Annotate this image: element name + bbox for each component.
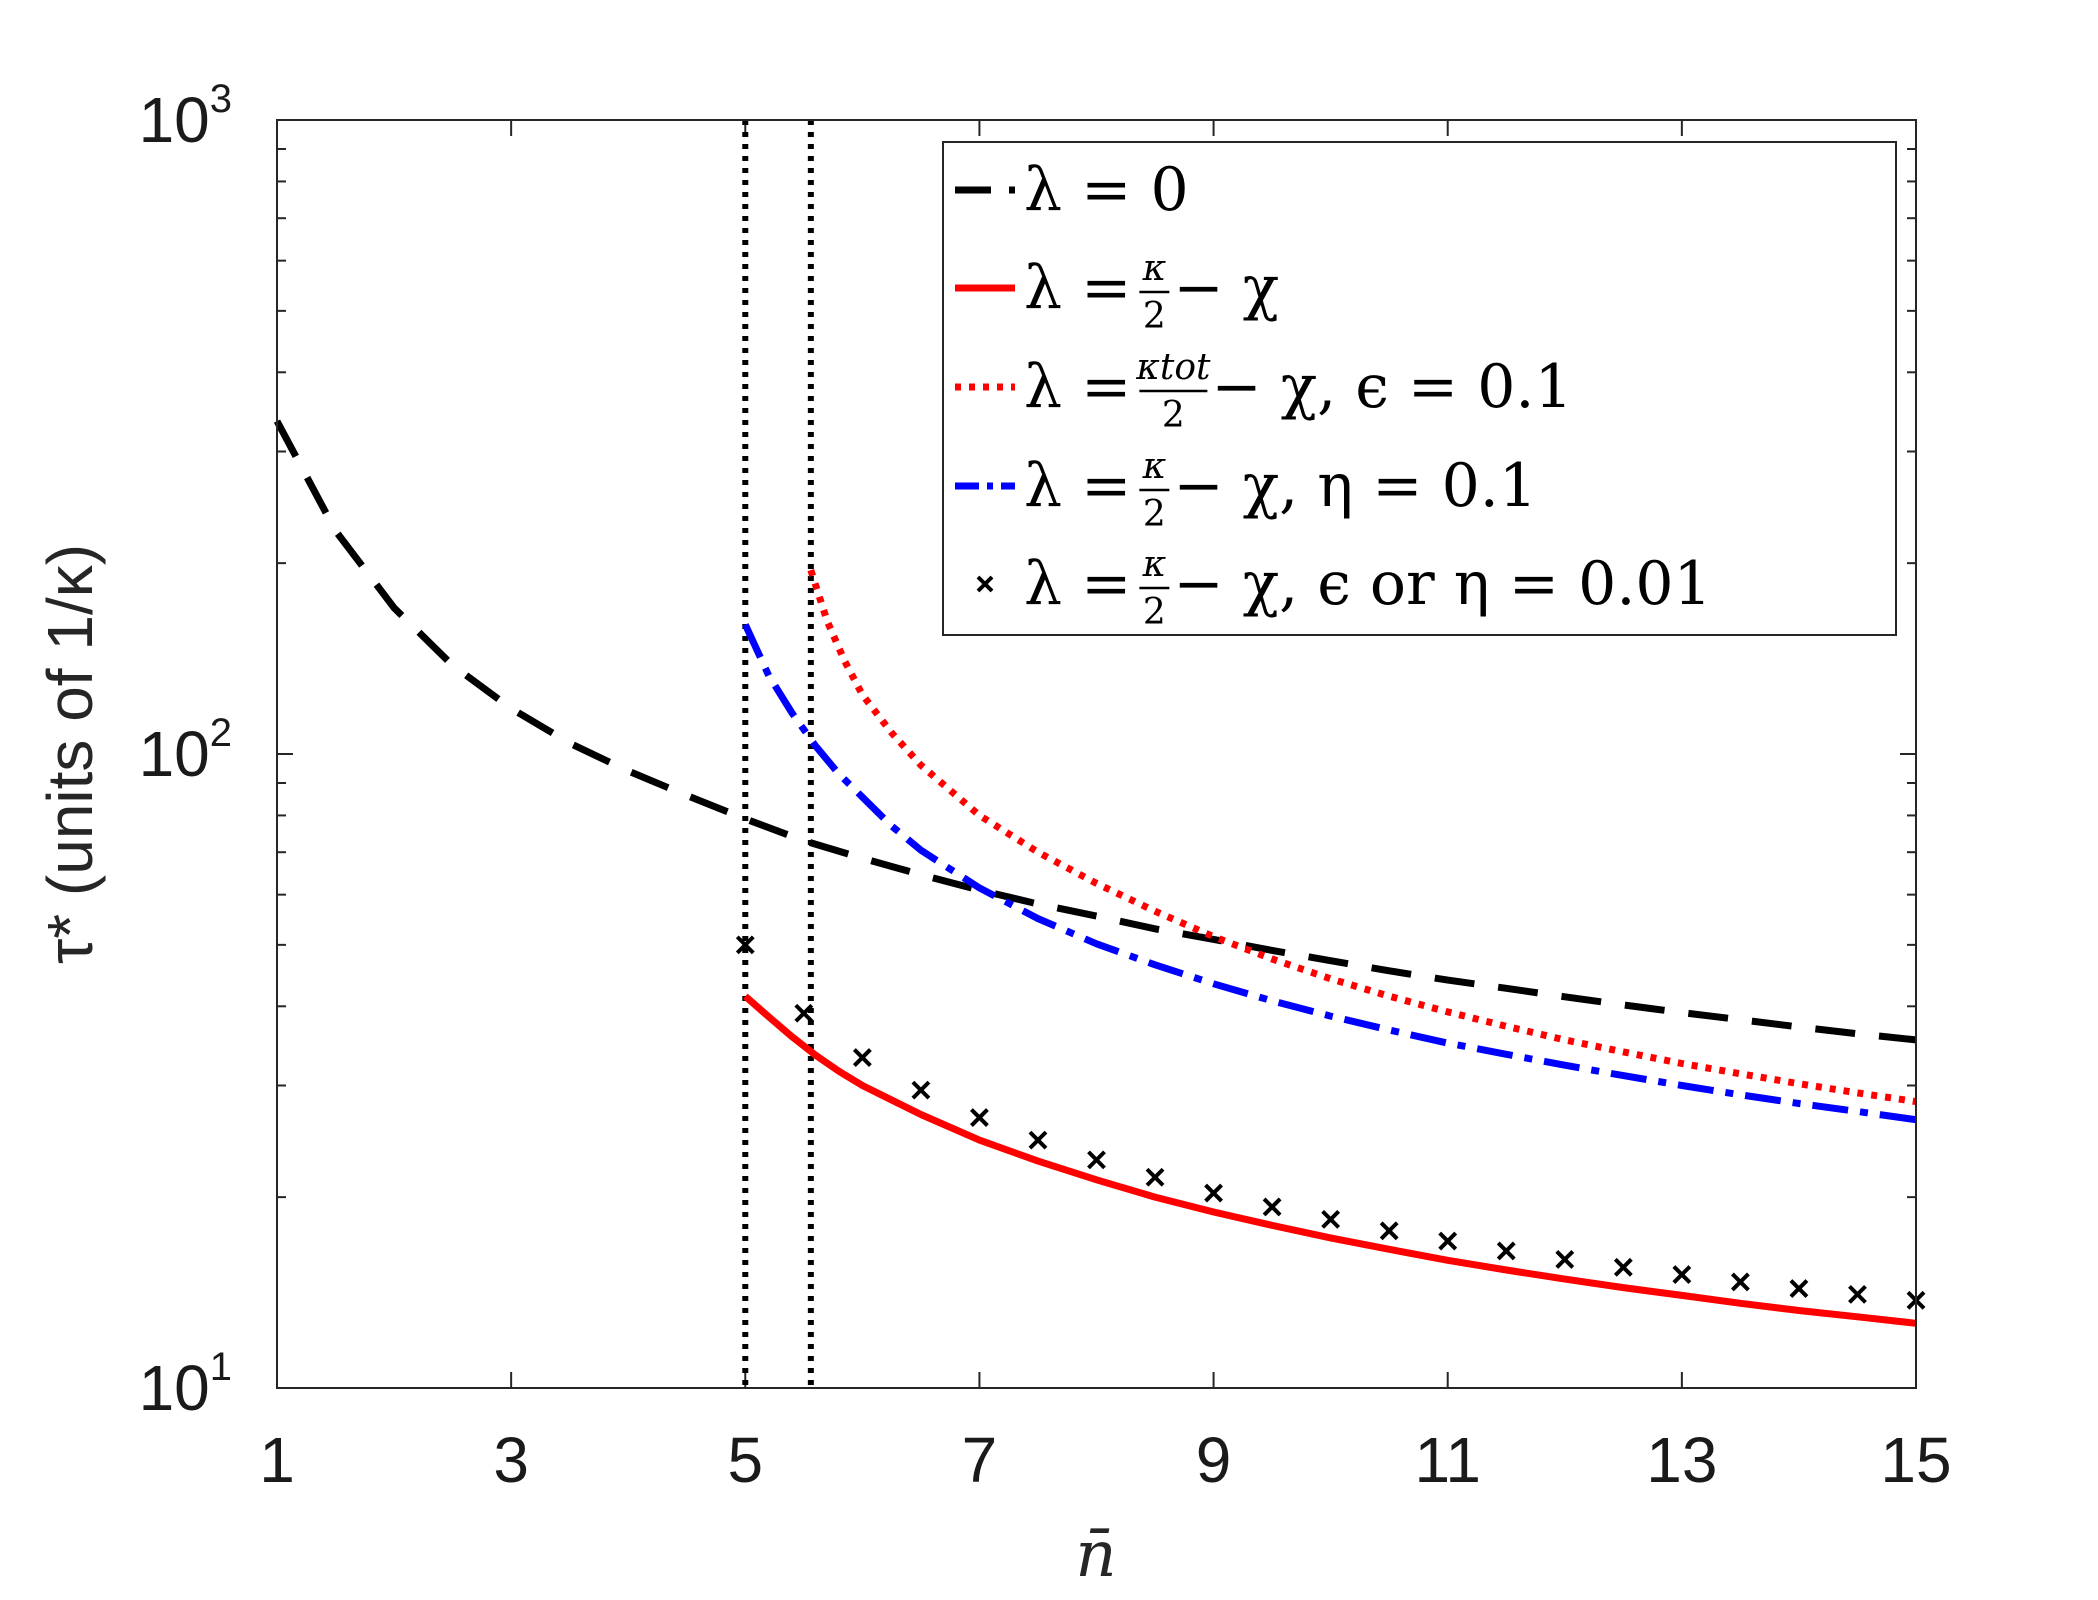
data-marker-x: [1087, 1150, 1106, 1170]
legend-label: λ =: [1024, 549, 1131, 619]
data-marker-x: [1379, 1221, 1399, 1241]
legend-item: λ = κ 2 − χ, ϵ or η = 0.01: [976, 544, 1712, 633]
legend-item: λ = κtot 2 − χ, ϵ = 0.1: [955, 347, 1573, 436]
data-marker-x: [1730, 1272, 1750, 1292]
data-marker-x: [1204, 1183, 1223, 1203]
data-marker-x: [1672, 1265, 1692, 1284]
marker-stroke: [1379, 1221, 1399, 1241]
legend-frac-denominator: 2: [1143, 296, 1166, 337]
legend-item: λ = κ 2 − χ, η = 0.1: [955, 446, 1537, 535]
marker-stroke: [794, 1003, 814, 1023]
legend-tail: − χ, ϵ = 0.1: [1211, 352, 1572, 422]
marker-stroke: [1145, 1167, 1165, 1187]
marker-stroke: [1848, 1284, 1867, 1304]
x-tick-label: 13: [1646, 1424, 1717, 1496]
legend-frac-denominator: 2: [1143, 494, 1166, 535]
series-group: [273, 419, 1926, 1327]
data-marker-x: [1438, 1231, 1458, 1251]
y-tick-exponent: 2: [210, 711, 232, 755]
data-marker-x: [1613, 1257, 1633, 1277]
marker-stroke: [1555, 1250, 1575, 1269]
x-tick-label: 11: [1414, 1424, 1480, 1496]
data-marker-x: [794, 1003, 814, 1023]
x-tick-label: 15: [1880, 1424, 1951, 1496]
marker-stroke: [1789, 1279, 1809, 1298]
x-tick-label: 9: [1196, 1424, 1232, 1496]
marker-stroke: [735, 935, 755, 955]
legend-lhs: λ = 0: [1024, 155, 1189, 225]
data-marker-x: [970, 1108, 989, 1128]
y-tick-base: 10: [139, 1352, 210, 1424]
data-marker-x: [1848, 1284, 1867, 1304]
marker-stroke: [970, 1108, 989, 1128]
y-tick-exponent: 1: [210, 1345, 232, 1389]
marker-stroke: [1613, 1257, 1633, 1277]
series-line-kappa_tot_eps: [807, 569, 1917, 1106]
legend-label: λ =: [1024, 253, 1131, 323]
legend-label: λ = 0: [1024, 155, 1189, 225]
legend-item: λ = 0: [955, 155, 1189, 225]
y-tick-label: 101: [139, 1345, 232, 1424]
x-tick-label: 5: [727, 1424, 763, 1496]
y-tick-base: 10: [139, 718, 210, 790]
x-tick-label: 1: [259, 1424, 295, 1496]
legend-frac-numerator: κ: [1142, 544, 1167, 585]
x-tick-label: 7: [962, 1424, 998, 1496]
legend-frac-numerator: κ: [1142, 248, 1167, 289]
series-line-kappa_half_eta: [742, 623, 1917, 1124]
legend-label: λ =: [1024, 451, 1131, 521]
x-tick-labels: 1 3 5 7 9 11 13 15: [259, 1424, 1951, 1496]
marker-stroke: [911, 1080, 931, 1100]
legend-lhs: λ =: [1024, 352, 1131, 422]
series-line-lambda0: [273, 419, 1917, 1044]
data-marker-x: [1145, 1167, 1165, 1187]
legend-frac-numerator: κ: [1142, 446, 1167, 487]
legend-frac-denominator: 2: [1143, 592, 1166, 633]
marker-stroke: [1321, 1209, 1341, 1229]
legend-frac-numerator: κtot: [1135, 347, 1211, 388]
marker-stroke: [852, 1048, 872, 1068]
data-marker-x: [852, 1048, 872, 1068]
marker-stroke: [1204, 1183, 1223, 1203]
legend-tail: − χ, ϵ or η = 0.01: [1173, 549, 1711, 619]
legend-box: [942, 141, 1897, 636]
x-axis-label: n̄: [1075, 1518, 1116, 1592]
legend-tail: − χ: [1173, 253, 1279, 323]
threshold-lines: [742, 120, 814, 1388]
legend-label: λ =: [1024, 352, 1131, 422]
data-marker-x: [1789, 1279, 1809, 1298]
series-line-kappa_half: [742, 993, 1917, 1327]
data-marker-x: [1028, 1130, 1048, 1150]
y-tick-base: 10: [139, 84, 210, 156]
marker-stroke: [1672, 1265, 1692, 1284]
data-marker-x: [911, 1080, 931, 1100]
legend-lhs: λ =: [1024, 451, 1131, 521]
y-tick-label: 102: [139, 711, 232, 790]
y-tick-exponent: 3: [210, 77, 232, 121]
marker-stroke: [1438, 1231, 1458, 1251]
y-tick-label: 103: [139, 77, 232, 156]
legend-frac-denominator: 2: [1162, 395, 1185, 436]
marker-stroke: [1496, 1241, 1516, 1261]
legend-swatch: [976, 575, 994, 593]
legend-lhs: λ =: [1024, 549, 1131, 619]
data-marker-x: [1262, 1197, 1282, 1217]
data-marker-x: [1321, 1209, 1341, 1229]
legend-lhs: λ =: [1024, 253, 1131, 323]
data-marker-x: [1555, 1250, 1575, 1269]
plot-frame: [276, 119, 1917, 1389]
y-axis-label: τ* (units of 1/κ): [34, 544, 106, 964]
data-marker-x: [735, 935, 755, 955]
data-marker-x: [1496, 1241, 1516, 1261]
marker-stroke: [1262, 1197, 1282, 1217]
marker-stroke: [1028, 1130, 1048, 1150]
x-tick-label: 3: [493, 1424, 529, 1496]
legend-tail: − χ, η = 0.1: [1173, 451, 1537, 521]
marker-stroke: [1087, 1150, 1106, 1170]
marker-stroke: [1730, 1272, 1750, 1292]
legend-item: λ = κ 2 − χ: [955, 248, 1279, 337]
